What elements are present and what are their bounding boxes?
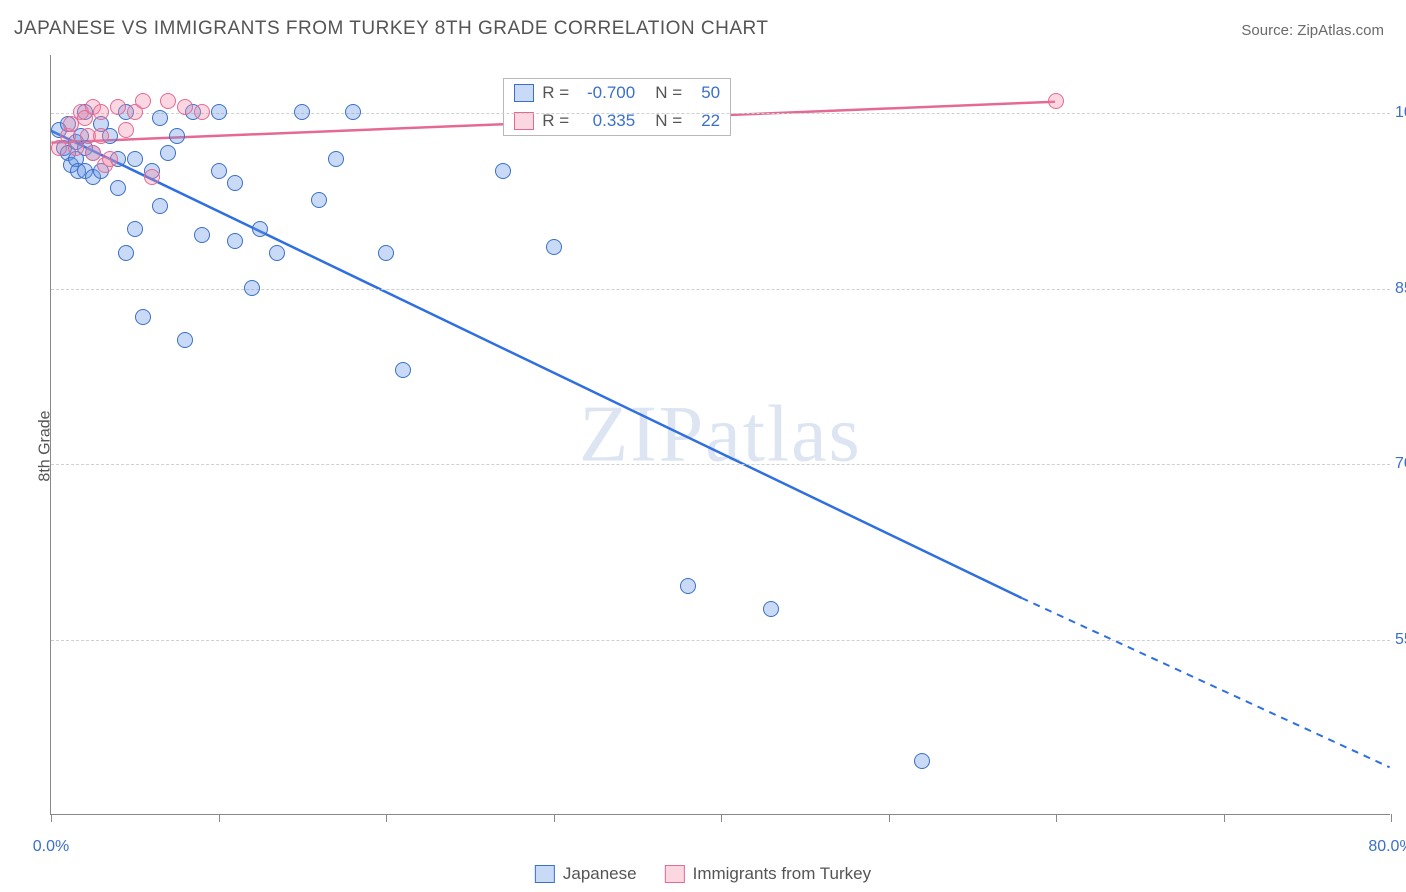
data-point-japanese: [914, 753, 930, 769]
data-point-japanese: [110, 180, 126, 196]
trend-line-extrapolation-japanese: [1022, 598, 1390, 767]
data-point-immigrants-turkey: [135, 93, 151, 109]
scatter-plot-area: ZIPatlas R =-0.700N =50R = 0.335N =22 55…: [50, 55, 1390, 815]
source-value: ZipAtlas.com: [1297, 22, 1384, 39]
data-point-japanese: [152, 110, 168, 126]
trend-lines-layer: [51, 55, 1390, 814]
data-point-japanese: [244, 280, 260, 296]
y-tick-label: 55.0%: [1395, 631, 1406, 649]
data-point-japanese: [546, 239, 562, 255]
x-tick: [386, 814, 387, 822]
x-tick: [1056, 814, 1057, 822]
data-point-japanese: [160, 145, 176, 161]
data-point-immigrants-turkey: [102, 151, 118, 167]
x-tick: [219, 814, 220, 822]
x-tick-label: 80.0%: [1368, 838, 1406, 856]
data-point-japanese: [227, 233, 243, 249]
data-point-japanese: [127, 151, 143, 167]
data-point-japanese: [378, 245, 394, 261]
data-point-immigrants-turkey: [118, 122, 134, 138]
data-point-japanese: [328, 151, 344, 167]
legend-row: R = 0.335N =22: [504, 107, 730, 135]
data-point-japanese: [127, 221, 143, 237]
y-tick-label: 100.0%: [1395, 104, 1406, 122]
x-tick: [554, 814, 555, 822]
x-tick: [889, 814, 890, 822]
x-tick: [1224, 814, 1225, 822]
x-tick: [1391, 814, 1392, 822]
n-value: 50: [690, 83, 720, 103]
gridline: [51, 113, 1390, 114]
r-value: -0.700: [577, 83, 635, 103]
x-tick: [721, 814, 722, 822]
data-point-japanese: [395, 362, 411, 378]
data-point-japanese: [211, 104, 227, 120]
legend-item: Immigrants from Turkey: [665, 864, 872, 884]
chart-title: JAPANESE VS IMMIGRANTS FROM TURKEY 8TH G…: [14, 18, 769, 40]
data-point-immigrants-turkey: [110, 99, 126, 115]
y-tick-label: 70.0%: [1395, 455, 1406, 473]
legend-item-label: Japanese: [563, 864, 637, 884]
legend-swatch-icon: [535, 865, 555, 883]
legend-swatch-icon: [665, 865, 685, 883]
data-point-immigrants-turkey: [93, 104, 109, 120]
x-tick: [51, 814, 52, 822]
data-point-japanese: [211, 163, 227, 179]
data-point-immigrants-turkey: [177, 99, 193, 115]
legend-item-label: Immigrants from Turkey: [693, 864, 872, 884]
correlation-legend: R = -0.700 N = 50 R = 0.335N =22: [503, 78, 731, 136]
n-label: N =: [655, 83, 682, 103]
legend-swatch-icon: [514, 84, 534, 102]
legend-row: R = -0.700 N = 50: [504, 79, 730, 107]
data-point-japanese: [345, 104, 361, 120]
data-point-japanese: [763, 601, 779, 617]
data-point-japanese: [194, 227, 210, 243]
gridline: [51, 464, 1390, 465]
trend-line-japanese: [51, 131, 1021, 598]
x-tick-label: 0.0%: [33, 838, 69, 856]
data-point-japanese: [311, 192, 327, 208]
legend-item: Japanese: [535, 864, 637, 884]
y-tick-label: 85.0%: [1395, 280, 1406, 298]
r-label: R =: [542, 83, 569, 103]
data-point-japanese: [227, 175, 243, 191]
watermark-text: ZIPatlas: [579, 389, 862, 480]
data-point-immigrants-turkey: [160, 93, 176, 109]
data-point-japanese: [169, 128, 185, 144]
source-label: Source:: [1241, 22, 1293, 39]
data-point-immigrants-turkey: [194, 104, 210, 120]
data-point-immigrants-turkey: [144, 169, 160, 185]
data-point-japanese: [135, 309, 151, 325]
source-attribution: Source: ZipAtlas.com: [1241, 22, 1384, 39]
data-point-japanese: [269, 245, 285, 261]
gridline: [51, 640, 1390, 641]
data-point-immigrants-turkey: [93, 128, 109, 144]
data-point-japanese: [294, 104, 310, 120]
data-point-japanese: [177, 332, 193, 348]
legend-swatch-icon: [514, 112, 534, 130]
data-point-japanese: [252, 221, 268, 237]
series-legend: Japanese Immigrants from Turkey: [535, 864, 871, 884]
data-point-immigrants-turkey: [1048, 93, 1064, 109]
data-point-japanese: [152, 198, 168, 214]
data-point-japanese: [680, 578, 696, 594]
data-point-japanese: [118, 245, 134, 261]
data-point-japanese: [495, 163, 511, 179]
